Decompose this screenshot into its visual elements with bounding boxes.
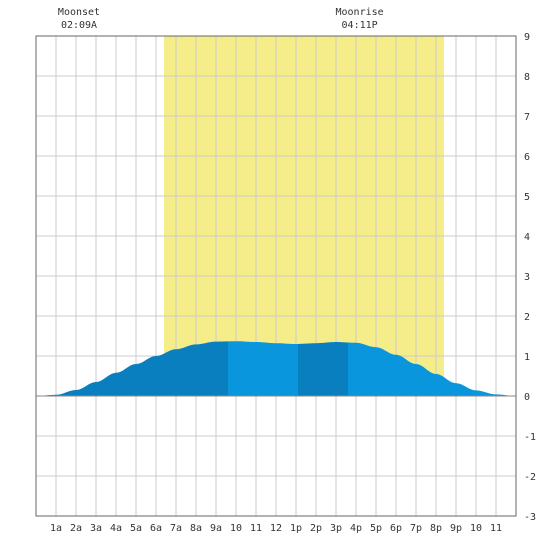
y-tick-label: 1: [524, 352, 530, 363]
x-tick-label: 10: [470, 523, 482, 534]
y-tick-label: 7: [524, 112, 530, 123]
moon-event-time: 04:11P: [342, 20, 378, 31]
x-tick-label: 5a: [130, 523, 142, 534]
y-tick-label: -1: [524, 432, 536, 443]
y-tick-label: 8: [524, 72, 530, 83]
x-tick-label: 9p: [450, 523, 462, 534]
x-tick-label: 10: [230, 523, 242, 534]
moon-event-time: 02:09A: [61, 20, 97, 31]
x-tick-label: 1p: [290, 523, 302, 534]
x-tick-label: 4p: [350, 523, 362, 534]
y-tick-label: 2: [524, 312, 530, 323]
x-tick-label: 2p: [310, 523, 322, 534]
x-tick-label: 6p: [390, 523, 402, 534]
x-tick-label: 7a: [170, 523, 182, 534]
x-tick-label: 3p: [330, 523, 342, 534]
x-tick-label: 8a: [190, 523, 202, 534]
plot-border: [35, 35, 517, 517]
moon-event-label: Moonrise: [336, 7, 384, 18]
x-tick-label: 7p: [410, 523, 422, 534]
x-tick-label: 6a: [150, 523, 162, 534]
x-tick-label: 12: [270, 523, 282, 534]
moon-event-label: Moonset: [58, 7, 100, 18]
x-tick-label: 1a: [50, 523, 62, 534]
daylight-band: [164, 36, 444, 396]
x-tick-label: 11: [490, 523, 502, 534]
y-tick-label: 0: [524, 392, 530, 403]
x-tick-label: 4a: [110, 523, 122, 534]
y-tick-label: -2: [524, 472, 536, 483]
y-tick-label: 6: [524, 152, 530, 163]
y-tick-label: 3: [524, 272, 530, 283]
x-tick-label: 11: [250, 523, 262, 534]
y-tick-label: -3: [524, 512, 536, 523]
y-tick-label: 5: [524, 192, 530, 203]
tide-area-segment: [348, 342, 516, 396]
x-tick-label: 8p: [430, 523, 442, 534]
x-tick-label: 3a: [90, 523, 102, 534]
y-tick-label: 9: [524, 32, 530, 43]
tide-area-segment: [228, 341, 298, 396]
y-tick-label: 4: [524, 232, 530, 243]
x-tick-label: 5p: [370, 523, 382, 534]
x-tick-label: 2a: [70, 523, 82, 534]
tide-area-segment: [298, 342, 348, 396]
tide-area-segment: [36, 341, 228, 396]
x-tick-label: 9a: [210, 523, 222, 534]
